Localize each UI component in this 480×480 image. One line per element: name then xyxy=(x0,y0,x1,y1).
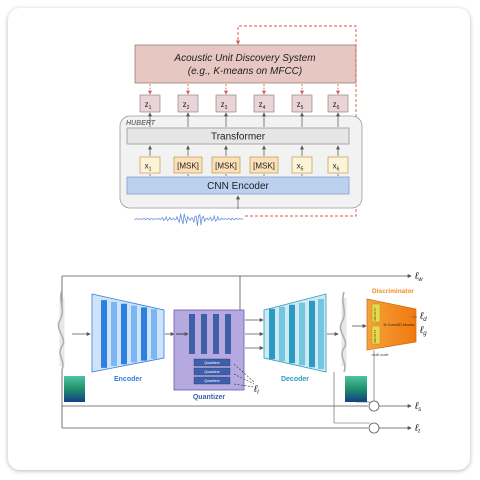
transformer-output-arrows xyxy=(148,112,340,127)
decoder-label: Decoder xyxy=(281,376,309,383)
figure-canvas: Acoustic Unit Discovery System (e.g., K-… xyxy=(57,25,427,435)
decoder-layer xyxy=(318,299,324,369)
target-label: z6 xyxy=(333,100,340,111)
codebook-bar xyxy=(201,314,207,354)
cnn-encoder-block xyxy=(126,176,350,195)
quantizer-layer-label: Quantizer xyxy=(204,379,220,383)
encoder-layer xyxy=(151,309,157,359)
acoustic-unit-title: Acoustic Unit Discovery System xyxy=(173,53,315,64)
quantizer-layer-label: Quantizer xyxy=(204,361,220,365)
output-waveform-icon xyxy=(339,291,347,373)
input-spectrogram-icon xyxy=(64,376,85,402)
encodec-diagram: Encoder Quantizer Quantizer Quantizer Quan… xyxy=(57,271,427,435)
input-token-box xyxy=(291,156,313,174)
loss-g-label: ℓg xyxy=(419,325,427,337)
loss-labels: ℓw ℓd ℓg ℓl ℓs ℓt xyxy=(253,271,427,435)
transformer-label: Transformer xyxy=(211,132,266,143)
cnn-encoder-label: CNN Encoder xyxy=(207,181,269,192)
quantizer-layer-strip xyxy=(193,367,231,376)
mask-token-label: [MSK] xyxy=(177,162,199,171)
mask-token-label: [MSK] xyxy=(215,162,237,171)
loss-d-label: ℓd xyxy=(419,311,427,323)
target-box xyxy=(291,94,313,113)
target-box xyxy=(253,94,275,113)
target-label: z4 xyxy=(259,100,266,111)
codebook-bar xyxy=(225,314,231,354)
figure-card: Acoustic Unit Discovery System (e.g., K-… xyxy=(8,8,470,470)
target-dashed-arrows xyxy=(148,84,340,95)
quantizer-loss-arrows xyxy=(233,363,255,388)
target-box xyxy=(215,94,237,113)
encoder-layer xyxy=(141,307,147,361)
quantizer-label: Quantizer xyxy=(193,394,226,401)
quantizer-layer-label: Quantizer xyxy=(204,370,220,374)
stft-block-label: MS-STFT xyxy=(373,307,377,320)
decoder-layer xyxy=(309,300,315,368)
mask-token-box xyxy=(249,156,279,174)
loss-t-label: ℓt xyxy=(414,423,420,435)
decoder-layer xyxy=(289,304,295,364)
encoder-layer xyxy=(101,300,107,368)
target-label: z5 xyxy=(297,100,304,111)
decoder-layer xyxy=(299,302,305,366)
stft-block-label-2: MS-STFT xyxy=(373,329,377,342)
codebook-bar xyxy=(213,314,219,354)
target-box xyxy=(139,94,161,113)
loss-s-label: ℓs xyxy=(414,401,421,413)
decoder-layer xyxy=(279,306,285,362)
mask-token-box xyxy=(211,156,241,174)
mask-token-label: [MSK] xyxy=(253,162,275,171)
target-boxes: z1 z2 z3 z4 z5 z6 xyxy=(139,94,349,113)
discriminator-label: Discriminator xyxy=(372,288,414,295)
decoder-layers xyxy=(269,299,324,369)
codebook-bar xyxy=(189,314,195,354)
input-tokens: x1 [MSK] [MSK] [MSK] x5 x6 xyxy=(139,145,349,176)
target-label: z2 xyxy=(183,100,190,111)
discriminator-stft-block-2 xyxy=(371,325,381,345)
discriminator-stft-block-1 xyxy=(371,303,381,323)
hubert-label: HUBERT xyxy=(126,120,156,127)
loss-s-compare-node xyxy=(368,400,380,412)
hubert-diagram: Acoustic Unit Discovery System (e.g., K-… xyxy=(119,25,363,227)
decoder-layer xyxy=(269,308,275,360)
quantizer-bars xyxy=(176,314,231,354)
disc-sublabel: multi-scale xyxy=(372,353,389,357)
encoder-layer xyxy=(111,301,117,367)
input-token-label: x6 xyxy=(333,162,340,173)
acoustic-unit-box xyxy=(134,44,357,84)
quantizer-to-decoder-arrows xyxy=(245,318,264,350)
dashed-feedback-arrow xyxy=(235,25,357,217)
input-token-box xyxy=(139,156,161,174)
loss-l-label: ℓl xyxy=(253,384,259,396)
input-token-label: x1 xyxy=(145,162,152,173)
waveform-icon xyxy=(134,213,244,227)
encoder-label: Encoder xyxy=(114,376,142,383)
quantizer-layers: Quantizer Quantizer Quantizer xyxy=(193,358,231,385)
target-label: z3 xyxy=(221,100,228,111)
encoder-layer xyxy=(121,303,127,365)
encoder-layers xyxy=(101,300,157,368)
loss-w-label: ℓw xyxy=(414,271,423,283)
mask-token-box xyxy=(173,156,203,174)
input-token-box xyxy=(327,156,349,174)
transformer-block xyxy=(126,127,350,145)
input-token-label: x5 xyxy=(297,162,304,173)
acoustic-unit-subtitle: (e.g., K-means on MFCC) xyxy=(188,66,302,77)
quantizer-layer-strip xyxy=(193,358,231,367)
input-waveform-icon xyxy=(57,289,65,371)
output-spectrogram-icon xyxy=(345,376,367,402)
target-box xyxy=(327,94,349,113)
disc-conv-label: N Conv2D blocks xyxy=(384,322,415,327)
target-label: z1 xyxy=(145,100,152,111)
quantizer-layer-strip xyxy=(193,376,231,385)
target-box xyxy=(177,94,199,113)
quantizer-block xyxy=(173,309,245,391)
loss-t-compare-node xyxy=(368,422,380,434)
encoder-layer xyxy=(131,305,137,363)
